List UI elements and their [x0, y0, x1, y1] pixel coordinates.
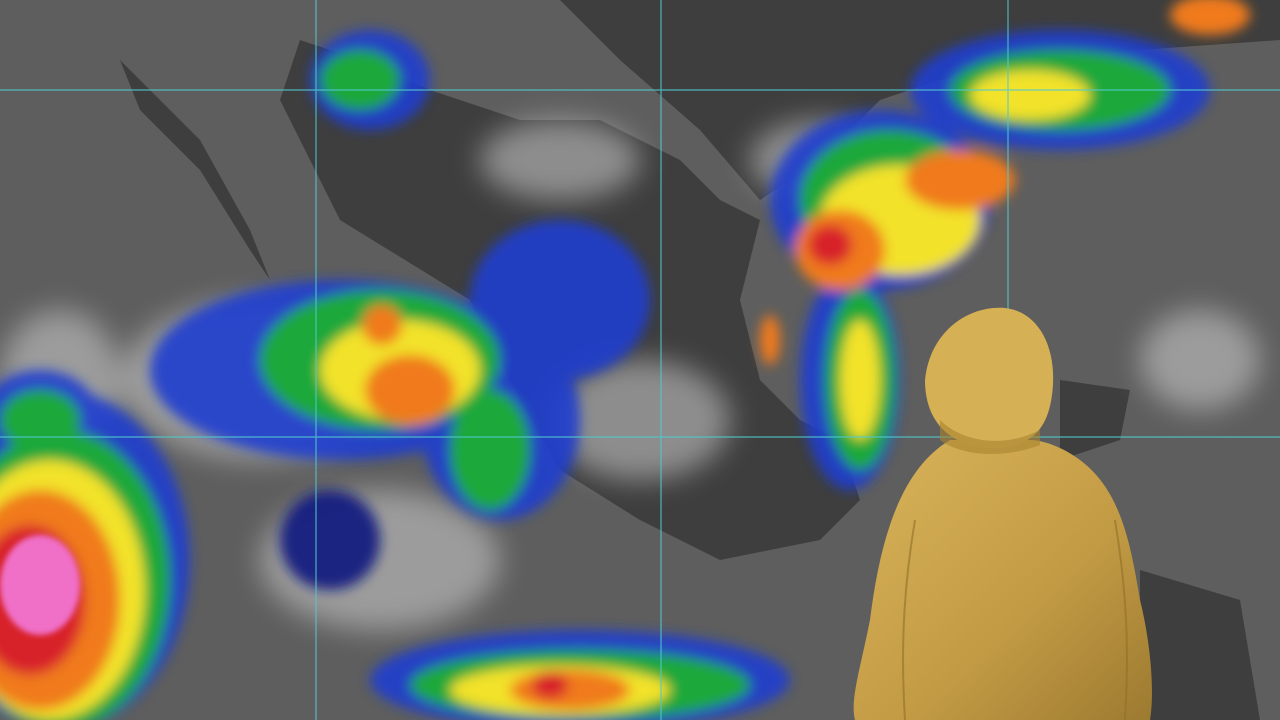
precipitation-radar	[0, 0, 1250, 720]
raincoat-hood	[925, 307, 1054, 449]
raincoat-hood-shadow	[940, 420, 1040, 455]
raincoat-arm-seam	[902, 519, 1128, 720]
person-in-raincoat	[853, 307, 1152, 720]
raincoat-body	[853, 440, 1152, 720]
